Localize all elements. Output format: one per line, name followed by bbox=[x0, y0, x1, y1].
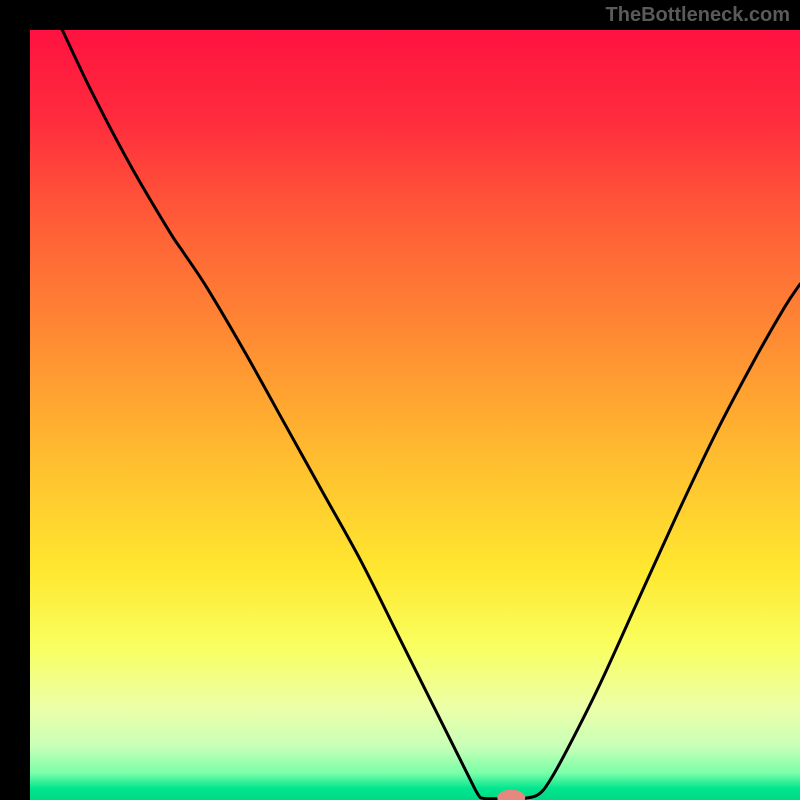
chart-background bbox=[30, 30, 800, 800]
bottleneck-chart: TheBottleneck.com bbox=[0, 0, 800, 800]
watermark-text: TheBottleneck.com bbox=[606, 4, 790, 27]
chart-svg bbox=[0, 0, 800, 800]
